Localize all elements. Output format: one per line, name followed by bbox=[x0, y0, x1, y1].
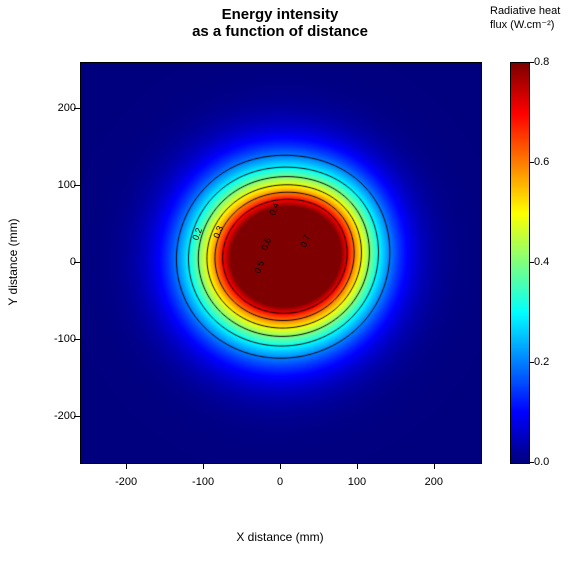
x-axis-label: X distance (mm) bbox=[80, 530, 480, 544]
y-tick: -200 bbox=[50, 410, 76, 422]
x-tick: 200 bbox=[425, 476, 443, 488]
colorbar-tick: 0.2 bbox=[534, 356, 549, 368]
title-line-2: as a function of distance bbox=[192, 23, 368, 40]
colorbar-canvas bbox=[511, 63, 529, 463]
cbar-title-line-1: Radiative heat bbox=[490, 5, 560, 17]
y-axis-label: Y distance (mm) bbox=[6, 62, 26, 462]
colorbar bbox=[510, 62, 530, 464]
colorbar-tick: 0.8 bbox=[534, 56, 549, 68]
y-tick: 200 bbox=[50, 102, 76, 114]
y-tick: 0 bbox=[50, 256, 76, 268]
title-line-1: Energy intensity bbox=[222, 6, 339, 23]
colorbar-title: Radiative heat flux (W.cm⁻²) bbox=[490, 4, 580, 33]
y-tick: 100 bbox=[50, 179, 76, 191]
cbar-title-line-2: flux (W.cm⁻²) bbox=[490, 19, 554, 31]
x-tick: 0 bbox=[277, 476, 283, 488]
x-tick: 100 bbox=[348, 476, 366, 488]
x-tick: -200 bbox=[115, 476, 137, 488]
x-tick: -100 bbox=[192, 476, 214, 488]
colorbar-tick: 0.6 bbox=[534, 156, 549, 168]
heatmap-canvas bbox=[81, 63, 481, 463]
colorbar-tick: 0.0 bbox=[534, 456, 549, 468]
figure-container: Energy intensity as a function of distan… bbox=[0, 0, 580, 562]
heatmap-plot bbox=[80, 62, 482, 464]
y-tick: -100 bbox=[50, 333, 76, 345]
colorbar-tick: 0.4 bbox=[534, 256, 549, 268]
chart-title: Energy intensity as a function of distan… bbox=[80, 6, 480, 41]
